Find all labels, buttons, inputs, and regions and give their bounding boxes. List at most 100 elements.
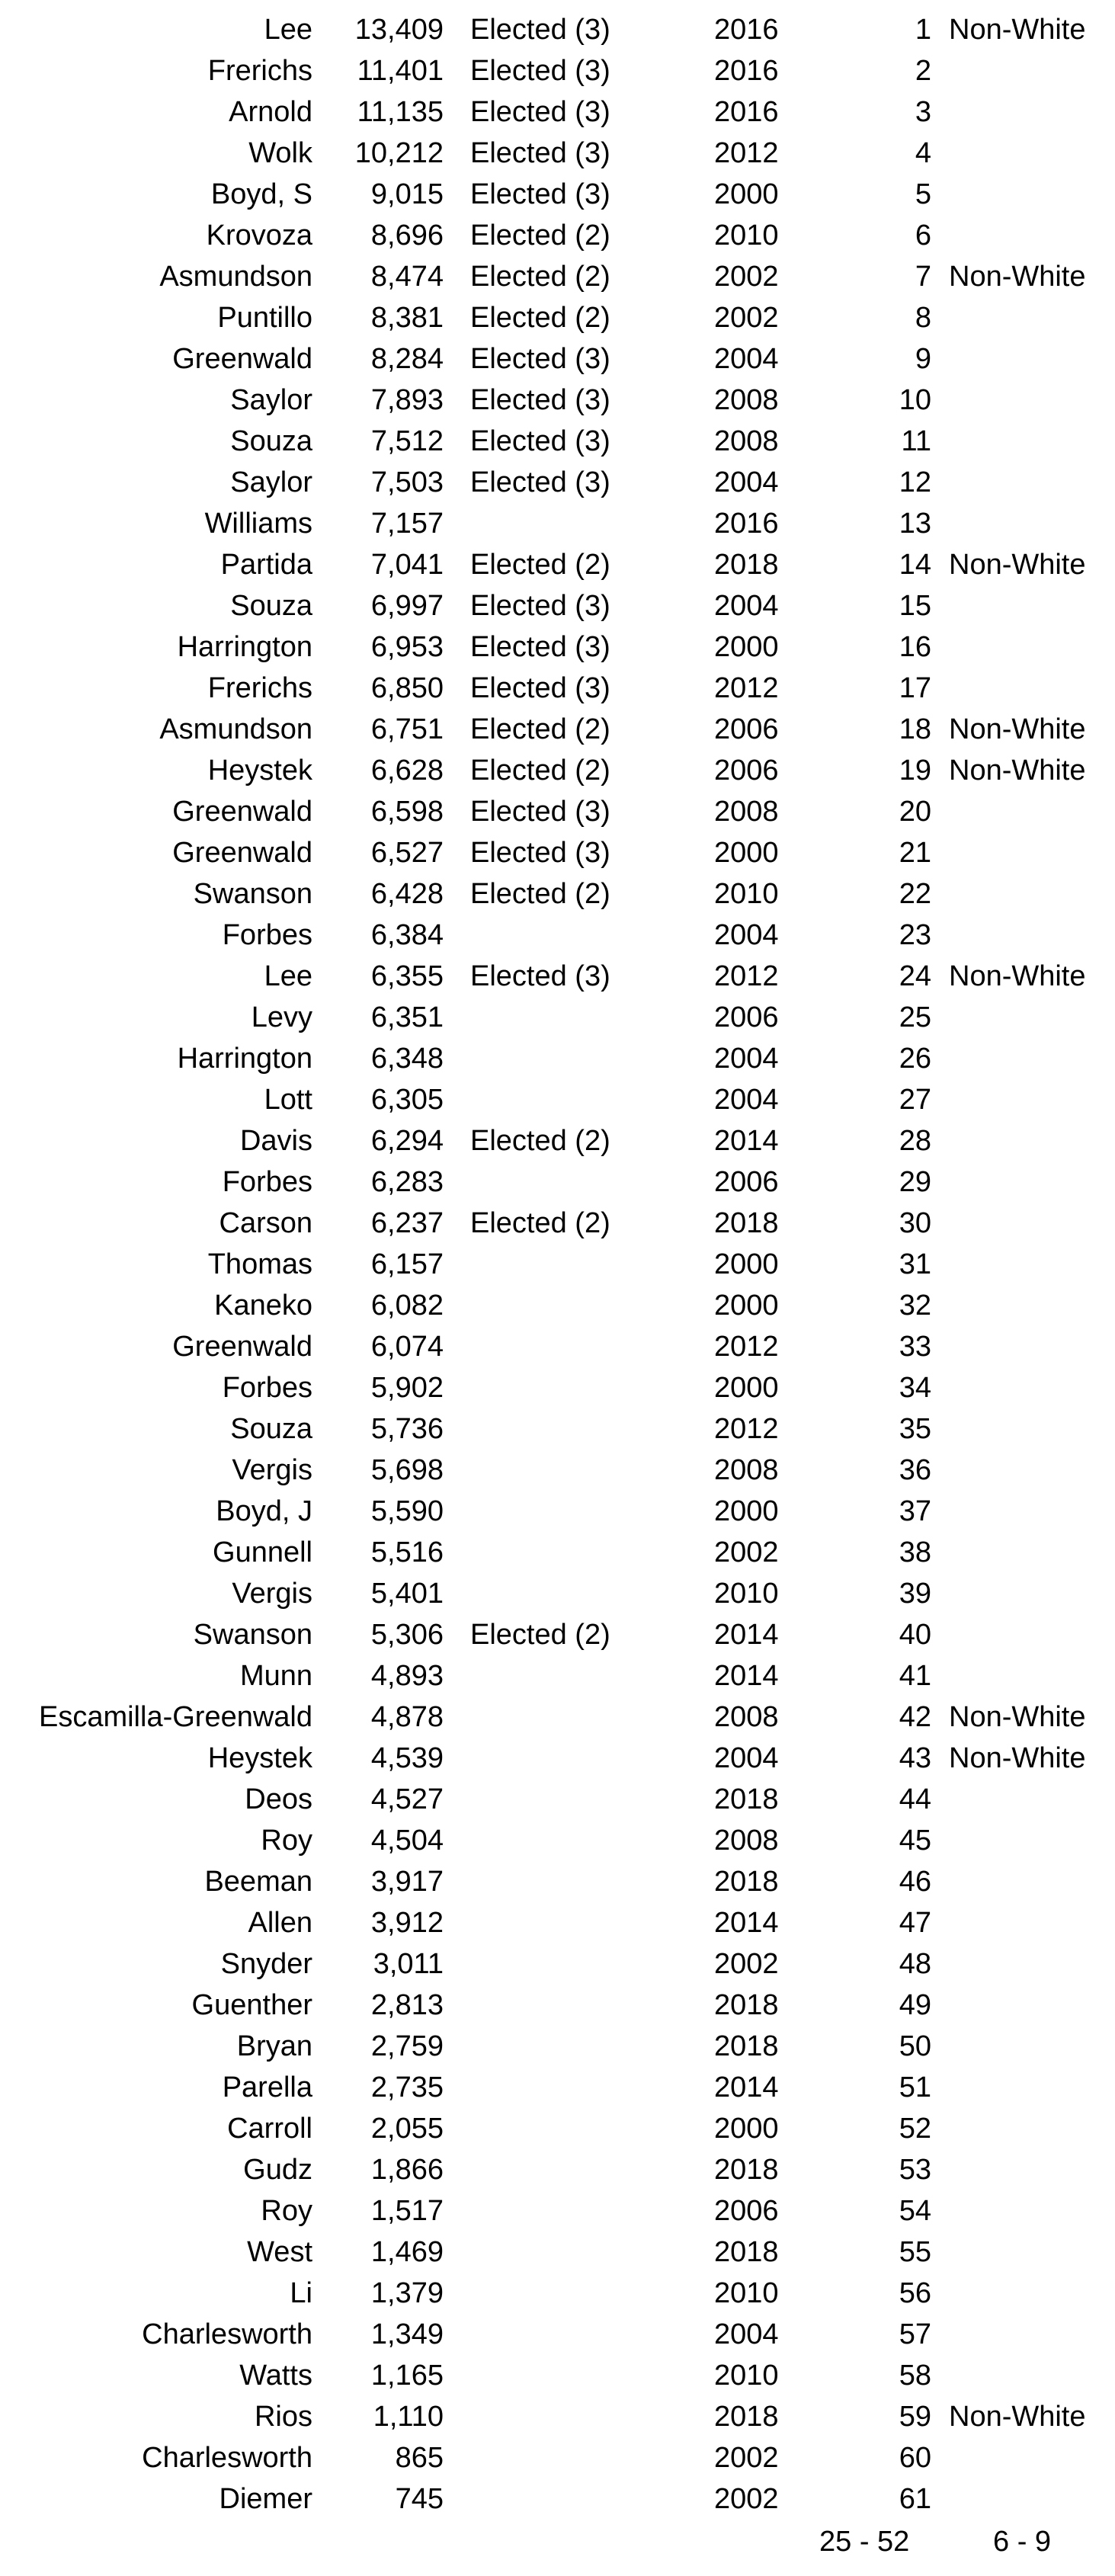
cell-votes: 745 bbox=[395, 2483, 444, 2515]
cell-votes: 6,294 bbox=[370, 1125, 444, 1157]
table-row: Thomas 6,157 2000 31 bbox=[0, 1244, 1115, 1285]
cell-name: West bbox=[247, 2236, 312, 2268]
cell-name: Kaneko bbox=[214, 1290, 312, 1322]
cell-votes: 7,512 bbox=[370, 425, 444, 457]
cell-rank: 33 bbox=[899, 1331, 931, 1363]
cell-votes: 5,401 bbox=[370, 1578, 444, 1610]
cell-status: Elected (3) bbox=[470, 672, 610, 704]
cell-race: Non-White bbox=[949, 261, 1086, 293]
cell-rank: 40 bbox=[899, 1619, 931, 1651]
cell-year: 2018 bbox=[714, 1866, 779, 1898]
cell-rank: 39 bbox=[899, 1578, 931, 1610]
cell-rank: 11 bbox=[901, 425, 931, 457]
cell-name: Forbes bbox=[222, 919, 312, 951]
cell-name: Harrington bbox=[177, 631, 312, 663]
cell-name: Charlesworth bbox=[142, 2318, 312, 2350]
cell-rank: 30 bbox=[899, 1207, 931, 1239]
cell-rank: 21 bbox=[899, 837, 931, 869]
cell-rank: 61 bbox=[899, 2483, 931, 2515]
cell-votes: 5,516 bbox=[370, 1536, 444, 1568]
cell-rank: 34 bbox=[899, 1372, 931, 1404]
cell-status: Elected (3) bbox=[470, 96, 610, 128]
cell-status: Elected (3) bbox=[470, 960, 610, 992]
cell-rank: 15 bbox=[899, 590, 931, 622]
cell-name: Carson bbox=[219, 1207, 313, 1239]
cell-year: 2018 bbox=[714, 2401, 779, 2433]
cell-votes: 6,953 bbox=[370, 631, 444, 663]
cell-rank: 6 bbox=[915, 219, 931, 252]
table-row: Frerichs 6,850 Elected (3) 2012 17 bbox=[0, 668, 1115, 709]
cell-rank: 44 bbox=[899, 1783, 931, 1815]
cell-votes: 5,306 bbox=[370, 1619, 444, 1651]
table-row: Gudz 1,866 2018 53 bbox=[0, 2149, 1115, 2190]
cell-votes: 1,110 bbox=[373, 2401, 444, 2433]
cell-votes: 2,759 bbox=[370, 2030, 444, 2062]
cell-name: Asmundson bbox=[159, 713, 312, 745]
cell-rank: 8 bbox=[915, 302, 931, 334]
table-row: Parella 2,735 2014 51 bbox=[0, 2067, 1115, 2108]
cell-name: Puntillo bbox=[217, 302, 312, 334]
cell-name: Bryan bbox=[236, 2030, 312, 2062]
table-row: Williams 7,157 2016 13 bbox=[0, 503, 1115, 544]
cell-race: Non-White bbox=[949, 960, 1086, 992]
table-row: Saylor 7,503 Elected (3) 2004 12 bbox=[0, 462, 1115, 503]
table-row: Munn 4,893 2014 41 bbox=[0, 1655, 1115, 1697]
cell-rank: 51 bbox=[899, 2071, 931, 2103]
table-row: Vergis 5,401 2010 39 bbox=[0, 1573, 1115, 1614]
cell-rank: 19 bbox=[899, 755, 931, 787]
table-row: Krovoza 8,696 Elected (2) 2010 6 bbox=[0, 215, 1115, 256]
cell-name: Snyder bbox=[220, 1948, 312, 1980]
cell-name: Boyd, J bbox=[216, 1495, 312, 1527]
cell-votes: 8,381 bbox=[370, 302, 444, 334]
cell-year: 2002 bbox=[714, 1536, 779, 1568]
cell-votes: 6,082 bbox=[370, 1290, 444, 1322]
cell-year: 2014 bbox=[714, 2071, 779, 2103]
cell-year: 2000 bbox=[714, 178, 779, 210]
cell-rank: 24 bbox=[899, 960, 931, 992]
cell-rank: 7 bbox=[915, 261, 931, 293]
cell-year: 2000 bbox=[714, 1495, 779, 1527]
footer-race-range: 6 - 9 bbox=[993, 2526, 1052, 2558]
cell-votes: 6,384 bbox=[370, 919, 444, 951]
cell-rank: 46 bbox=[899, 1866, 931, 1898]
cell-name: Vergis bbox=[232, 1454, 312, 1486]
cell-votes: 1,469 bbox=[370, 2236, 444, 2268]
cell-race: Non-White bbox=[949, 1701, 1086, 1733]
cell-rank: 45 bbox=[899, 1825, 931, 1857]
cell-race: Non-White bbox=[949, 14, 1086, 46]
cell-name: Greenwald bbox=[172, 837, 312, 869]
cell-year: 2016 bbox=[714, 508, 779, 540]
table-row: Arnold 11,135 Elected (3) 2016 3 bbox=[0, 91, 1115, 133]
cell-votes: 6,997 bbox=[370, 590, 444, 622]
table-row: Asmundson 8,474 Elected (2) 2002 7 Non-White bbox=[0, 256, 1115, 297]
table-row: Snyder 3,011 2002 48 bbox=[0, 1943, 1115, 1985]
table-row: Carson 6,237 Elected (2) 2018 30 bbox=[0, 1203, 1115, 1244]
cell-votes: 6,157 bbox=[370, 1248, 444, 1280]
cell-year: 2016 bbox=[714, 55, 779, 87]
cell-year: 2018 bbox=[714, 1989, 779, 2021]
cell-name: Li bbox=[290, 2277, 312, 2309]
cell-year: 2002 bbox=[714, 261, 779, 293]
table-row: Harrington 6,953 Elected (3) 2000 16 bbox=[0, 626, 1115, 668]
cell-votes: 6,428 bbox=[370, 878, 444, 910]
cell-votes: 3,011 bbox=[373, 1948, 444, 1980]
cell-votes: 6,751 bbox=[370, 713, 444, 745]
cell-votes: 3,917 bbox=[370, 1866, 444, 1898]
cell-year: 2000 bbox=[714, 631, 779, 663]
cell-rank: 49 bbox=[899, 1989, 931, 2021]
cell-race: Non-White bbox=[949, 2401, 1086, 2433]
table-row: Gunnell 5,516 2002 38 bbox=[0, 1532, 1115, 1573]
cell-year: 2010 bbox=[714, 2360, 779, 2392]
cell-year: 2004 bbox=[714, 590, 779, 622]
cell-name: Davis bbox=[239, 1125, 312, 1157]
cell-year: 2000 bbox=[714, 2113, 779, 2145]
cell-name: Forbes bbox=[222, 1166, 312, 1198]
cell-year: 2014 bbox=[714, 1619, 779, 1651]
cell-year: 2008 bbox=[714, 1454, 779, 1486]
cell-votes: 11,401 bbox=[357, 55, 444, 87]
table-row: West 1,469 2018 55 bbox=[0, 2232, 1115, 2273]
cell-year: 2004 bbox=[714, 1084, 779, 1116]
cell-name: Arnold bbox=[229, 96, 312, 128]
cell-name: Souza bbox=[230, 590, 312, 622]
table-row: Forbes 6,283 2006 29 bbox=[0, 1161, 1115, 1203]
